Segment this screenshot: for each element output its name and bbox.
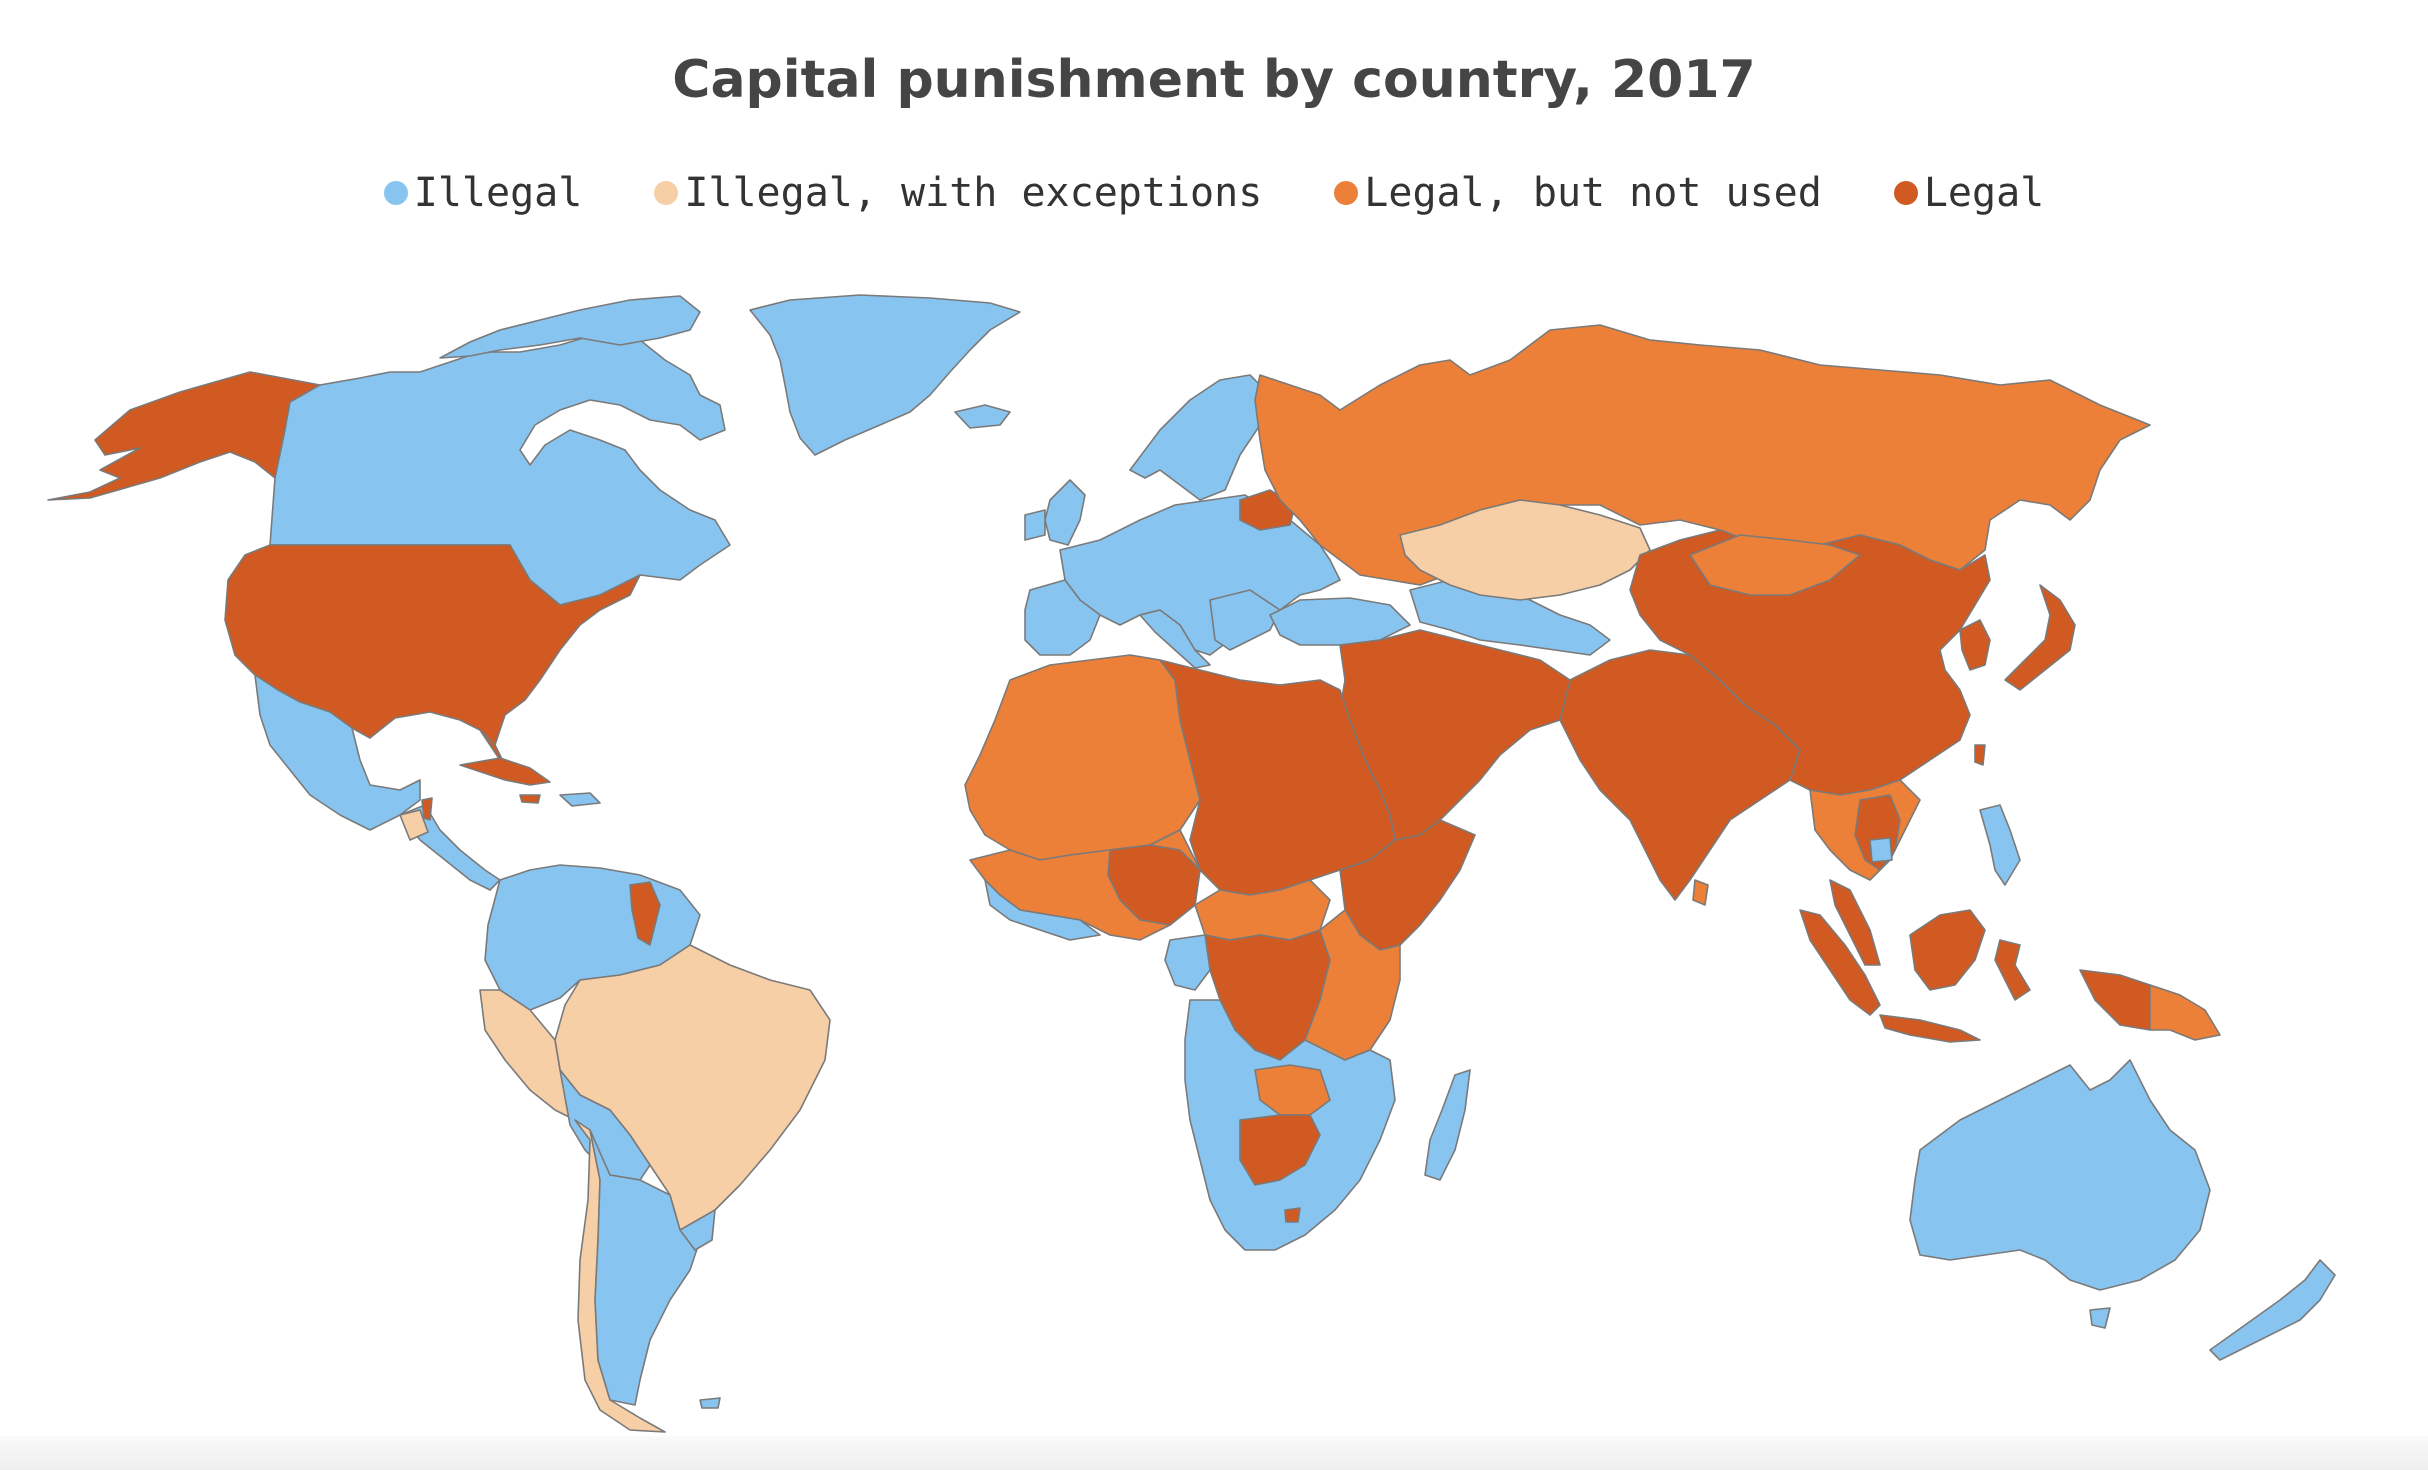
region-guatemala[interactable] <box>399 809 429 841</box>
legend-swatch-illegal <box>383 181 408 205</box>
region-iceland[interactable] <box>954 404 1011 429</box>
legend-item-not-used[interactable]: Legal, but not used <box>1334 170 1822 216</box>
legend-item-legal[interactable]: Legal <box>1893 170 2045 216</box>
region-cambodia[interactable] <box>1869 837 1893 863</box>
legend-swatch-legal <box>1893 181 1918 205</box>
region-iberia[interactable] <box>1024 579 1101 656</box>
region-europe-mainland[interactable] <box>1059 494 1341 656</box>
region-japan[interactable] <box>2004 584 2076 691</box>
region-argentina[interactable] <box>589 1129 701 1406</box>
region-zambia-zimbabwe[interactable] <box>1254 1064 1331 1116</box>
region-balkans[interactable] <box>1209 589 1281 651</box>
region-gabon-congo[interactable] <box>1164 934 1211 991</box>
region-italy[interactable] <box>1139 609 1211 669</box>
region-tasmania[interactable] <box>2089 1307 2111 1329</box>
region-sumatra[interactable] <box>1799 909 1881 1016</box>
region-sulawesi[interactable] <box>1994 939 2031 1001</box>
region-australia[interactable] <box>1909 1059 2211 1291</box>
region-scandinavia[interactable] <box>1129 374 1271 501</box>
region-ireland[interactable] <box>1024 509 1046 541</box>
region-mexico[interactable] <box>254 674 421 831</box>
region-borneo[interactable] <box>1909 909 1986 991</box>
region-falklands[interactable] <box>699 1397 721 1409</box>
region-turkey[interactable] <box>1269 597 1411 646</box>
region-china-mongolia[interactable] <box>1629 529 1991 796</box>
legend-label-illegal: Illegal <box>413 170 583 216</box>
legend-item-exceptions[interactable]: Illegal, with exceptions <box>654 170 1262 216</box>
region-new-zealand[interactable] <box>2209 1259 2336 1361</box>
legend: Illegal Illegal, with exceptions Legal, … <box>0 170 2428 216</box>
legend-label-exceptions: Illegal, with exceptions <box>684 170 1263 216</box>
region-nigeria[interactable] <box>1107 844 1201 926</box>
region-alaska[interactable] <box>47 371 321 501</box>
legend-label-legal: Legal <box>1923 170 2045 216</box>
region-botswana-swaziland[interactable] <box>1239 1114 1321 1186</box>
region-java[interactable] <box>1879 1014 1981 1043</box>
footer-bar <box>0 1436 2428 1470</box>
region-papua-new-guinea[interactable] <box>2149 984 2221 1041</box>
region-sri-lanka[interactable] <box>1692 879 1709 906</box>
region-madagascar[interactable] <box>1424 1069 1471 1181</box>
region-uk[interactable] <box>1044 479 1086 546</box>
region-hispaniola[interactable] <box>559 792 601 807</box>
legend-label-not-used: Legal, but not used <box>1364 170 1822 216</box>
region-jamaica[interactable] <box>519 794 541 804</box>
region-guyana[interactable] <box>629 881 661 946</box>
region-greenland[interactable] <box>749 294 1021 456</box>
region-west-africa-coast[interactable] <box>984 879 1101 941</box>
legend-item-illegal[interactable]: Illegal <box>383 170 583 216</box>
region-north-africa-west[interactable] <box>964 654 1201 861</box>
region-east-africa[interactable] <box>1304 909 1401 1061</box>
region-uruguay[interactable] <box>679 1209 716 1251</box>
region-philippines[interactable] <box>1979 804 2021 886</box>
region-korea[interactable] <box>1959 619 1991 671</box>
region-belize[interactable] <box>421 797 433 821</box>
region-cuba[interactable] <box>459 757 551 786</box>
region-new-guinea-west[interactable] <box>2079 969 2151 1031</box>
region-bolivia-paraguay[interactable] <box>559 1069 651 1181</box>
region-kazakhstan[interactable] <box>1399 499 1651 601</box>
region-malaysia-peninsula[interactable] <box>1829 879 1881 966</box>
region-taiwan[interactable] <box>1974 744 1986 766</box>
region-lesotho[interactable] <box>1284 1207 1301 1223</box>
legend-swatch-exceptions <box>654 181 679 205</box>
region-canada-islands[interactable] <box>439 295 701 359</box>
legend-swatch-not-used <box>1334 181 1359 205</box>
region-mongolia[interactable] <box>1689 534 1861 596</box>
map-title: Capital punishment by country, 2017 <box>672 50 1756 110</box>
